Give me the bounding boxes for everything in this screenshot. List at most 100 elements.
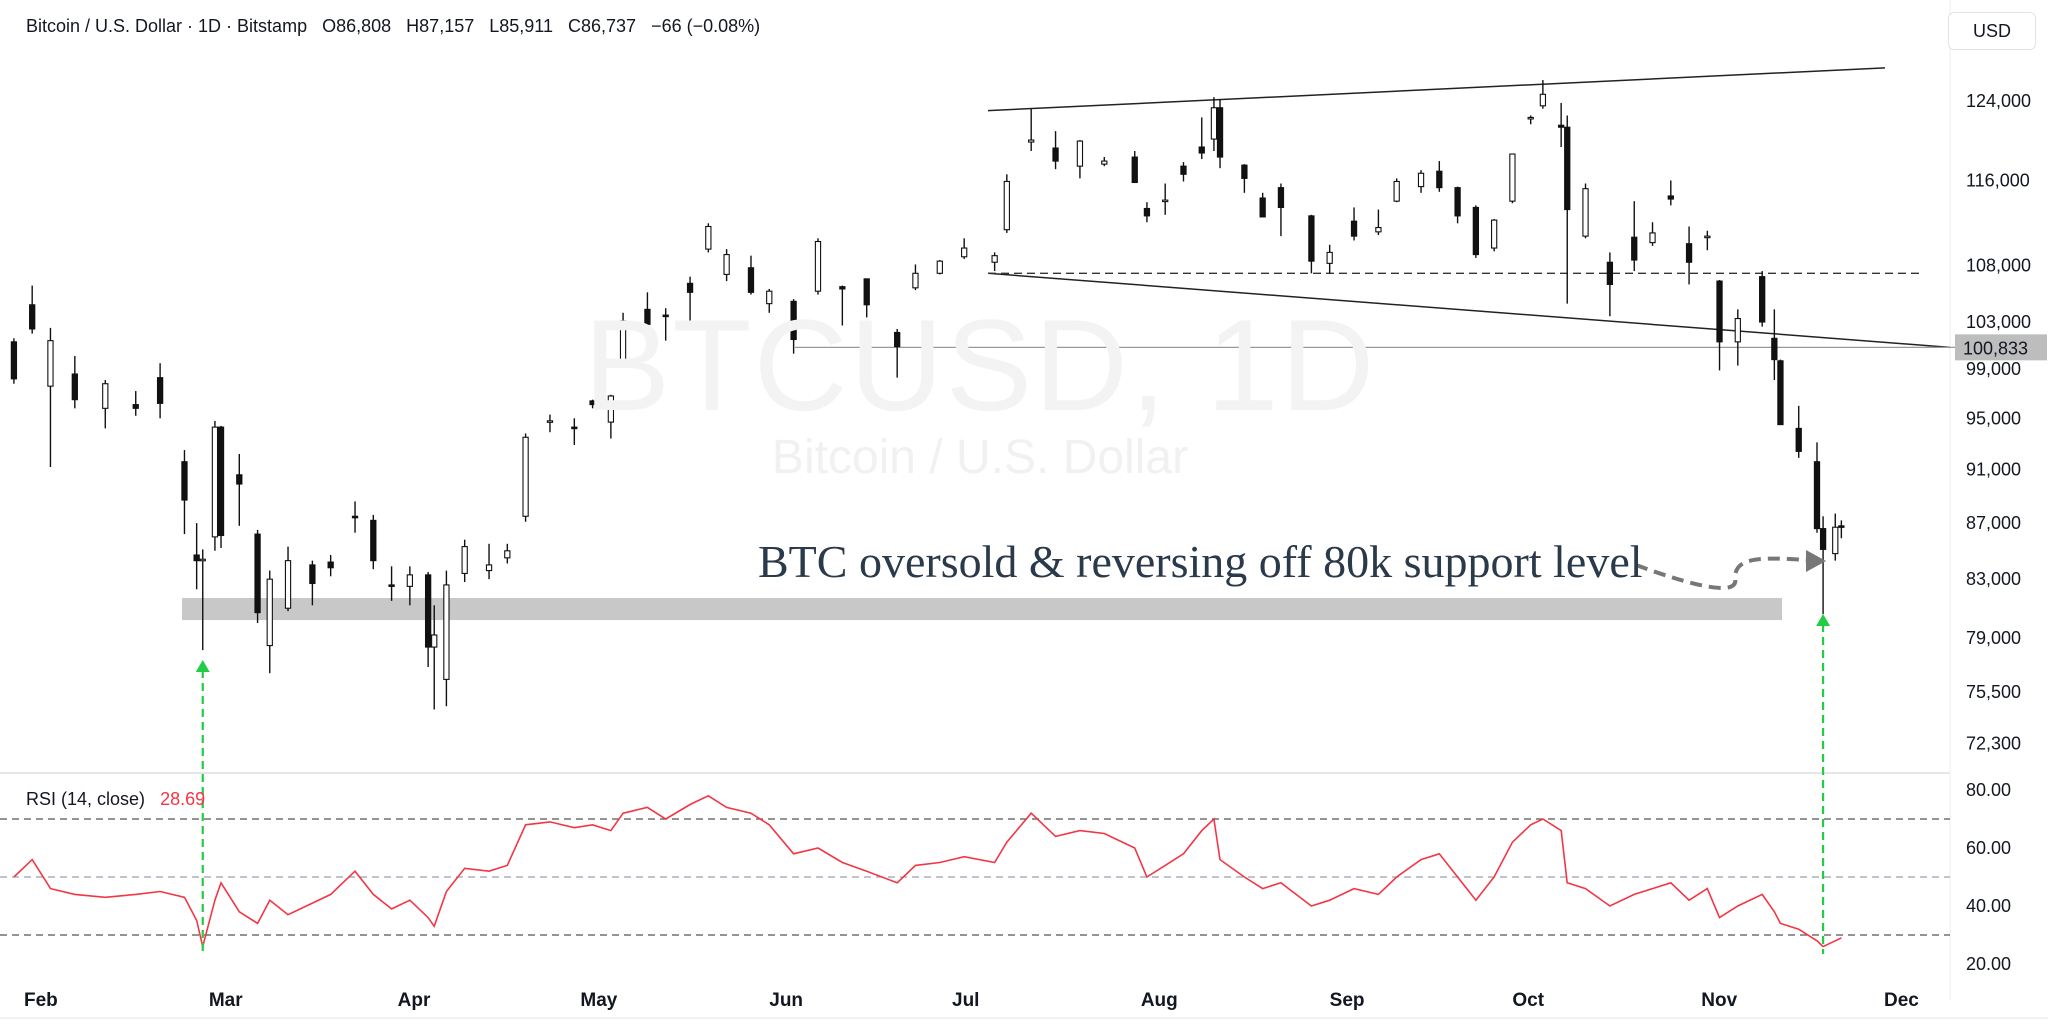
candle-body xyxy=(1131,156,1138,184)
time-tick-label: Jul xyxy=(952,990,979,1011)
candle-body xyxy=(1436,170,1443,189)
candle xyxy=(443,570,450,707)
time-axis[interactable]: Feb Mar Apr May Jun Jul Aug Sep Oct Nov Dec xyxy=(24,990,1919,1011)
candle-body xyxy=(1241,164,1248,179)
candle xyxy=(406,566,414,606)
candle xyxy=(1198,117,1205,160)
candle xyxy=(1143,202,1151,223)
candle xyxy=(388,566,395,601)
candle-body xyxy=(607,395,615,423)
currency-button[interactable]: USD xyxy=(1948,12,2036,50)
candle xyxy=(522,433,529,522)
candle xyxy=(1564,115,1571,304)
pointer-path xyxy=(1635,556,1809,590)
candle-body xyxy=(1649,232,1656,244)
price-tag-box xyxy=(1955,334,2047,361)
candle xyxy=(1326,244,1333,274)
candle xyxy=(211,420,219,551)
time-tick-label: Apr xyxy=(398,990,431,1011)
ohlc-open: O86,808 xyxy=(322,16,392,36)
time-tick-label: Feb xyxy=(24,990,58,1011)
candle-body xyxy=(1454,187,1461,217)
rsi-legend[interactable]: RSI (14, close) 28.69 xyxy=(26,789,205,810)
oversold-arrow xyxy=(1816,614,1831,954)
candle xyxy=(1308,214,1315,274)
candle-body xyxy=(814,240,822,292)
candle xyxy=(619,312,627,366)
candle xyxy=(1813,442,1821,533)
time-tick-label: Nov xyxy=(1701,990,1737,1011)
candle-body xyxy=(1076,140,1084,167)
candle-body xyxy=(424,574,432,648)
candle xyxy=(1527,115,1534,125)
candle xyxy=(102,380,109,429)
candle xyxy=(790,299,797,354)
candle xyxy=(1795,405,1802,458)
candle-body xyxy=(351,515,359,519)
candle xyxy=(1216,99,1224,169)
time-tick-label: Sep xyxy=(1330,990,1365,1011)
candle-body xyxy=(406,574,414,587)
price-tick-label: 91,000 xyxy=(1966,460,2021,480)
candle-body xyxy=(504,550,511,559)
annotation-pointer xyxy=(1635,550,1826,590)
candle-body xyxy=(662,314,669,318)
candle-body xyxy=(723,254,730,275)
candle-body xyxy=(443,584,450,680)
candle-body xyxy=(1162,199,1169,203)
candle-body xyxy=(1210,107,1218,140)
price-tick-label: 108,000 xyxy=(1966,256,2031,276)
price-axis[interactable]: 124,000 116,000 108,000 103,000 99,000 95,000… xyxy=(1955,91,2047,974)
price-tick-label: 124,000 xyxy=(1966,91,2031,111)
candle xyxy=(1393,178,1400,203)
candle-body xyxy=(1838,525,1845,528)
candle-body xyxy=(431,634,438,648)
candle xyxy=(504,543,511,564)
time-tick-label: Jun xyxy=(769,990,803,1011)
candle-body xyxy=(686,282,694,293)
candle xyxy=(1259,192,1266,218)
candle xyxy=(1509,153,1516,204)
price-tick-label: 72,300 xyxy=(1966,734,2021,754)
price-tick-label: 83,000 xyxy=(1966,569,2021,589)
candle xyxy=(747,255,755,295)
candle-body xyxy=(1277,187,1285,208)
time-tick-label: Dec xyxy=(1884,990,1919,1011)
time-tick-label: May xyxy=(580,990,617,1011)
upper-trendline xyxy=(987,67,1886,112)
candle xyxy=(1819,516,1827,615)
candle xyxy=(351,501,359,533)
candle xyxy=(1454,186,1461,224)
candle-body xyxy=(266,578,273,647)
candle xyxy=(961,238,968,259)
ohlc-low: L85,911 xyxy=(489,16,553,36)
candle-body xyxy=(388,584,395,587)
candle-body xyxy=(327,561,334,569)
trendline-layer xyxy=(795,67,1955,349)
candle xyxy=(1832,513,1839,561)
time-tick-label: Aug xyxy=(1141,990,1178,1011)
lower-trendline xyxy=(987,272,1951,349)
support-band-layer xyxy=(182,597,1782,621)
arrows-layer xyxy=(195,550,1831,954)
candle xyxy=(1582,183,1589,239)
oversold-arrow xyxy=(195,660,210,954)
candle-body xyxy=(1819,528,1827,550)
candle-body xyxy=(309,564,316,585)
candle-body xyxy=(102,383,109,409)
candle-body xyxy=(1527,116,1534,120)
candle xyxy=(266,570,273,674)
candle xyxy=(431,605,438,710)
candle-body xyxy=(1216,107,1224,158)
candle xyxy=(814,238,822,295)
candle-body xyxy=(747,267,755,293)
candle xyxy=(284,546,292,612)
candle xyxy=(571,418,578,445)
candle-body xyxy=(705,225,712,250)
candle-body xyxy=(644,308,651,325)
annotation-text[interactable]: BTC oversold & reversing off 80k support… xyxy=(758,536,1643,587)
candle xyxy=(1631,201,1638,272)
candle-body xyxy=(1582,188,1589,237)
